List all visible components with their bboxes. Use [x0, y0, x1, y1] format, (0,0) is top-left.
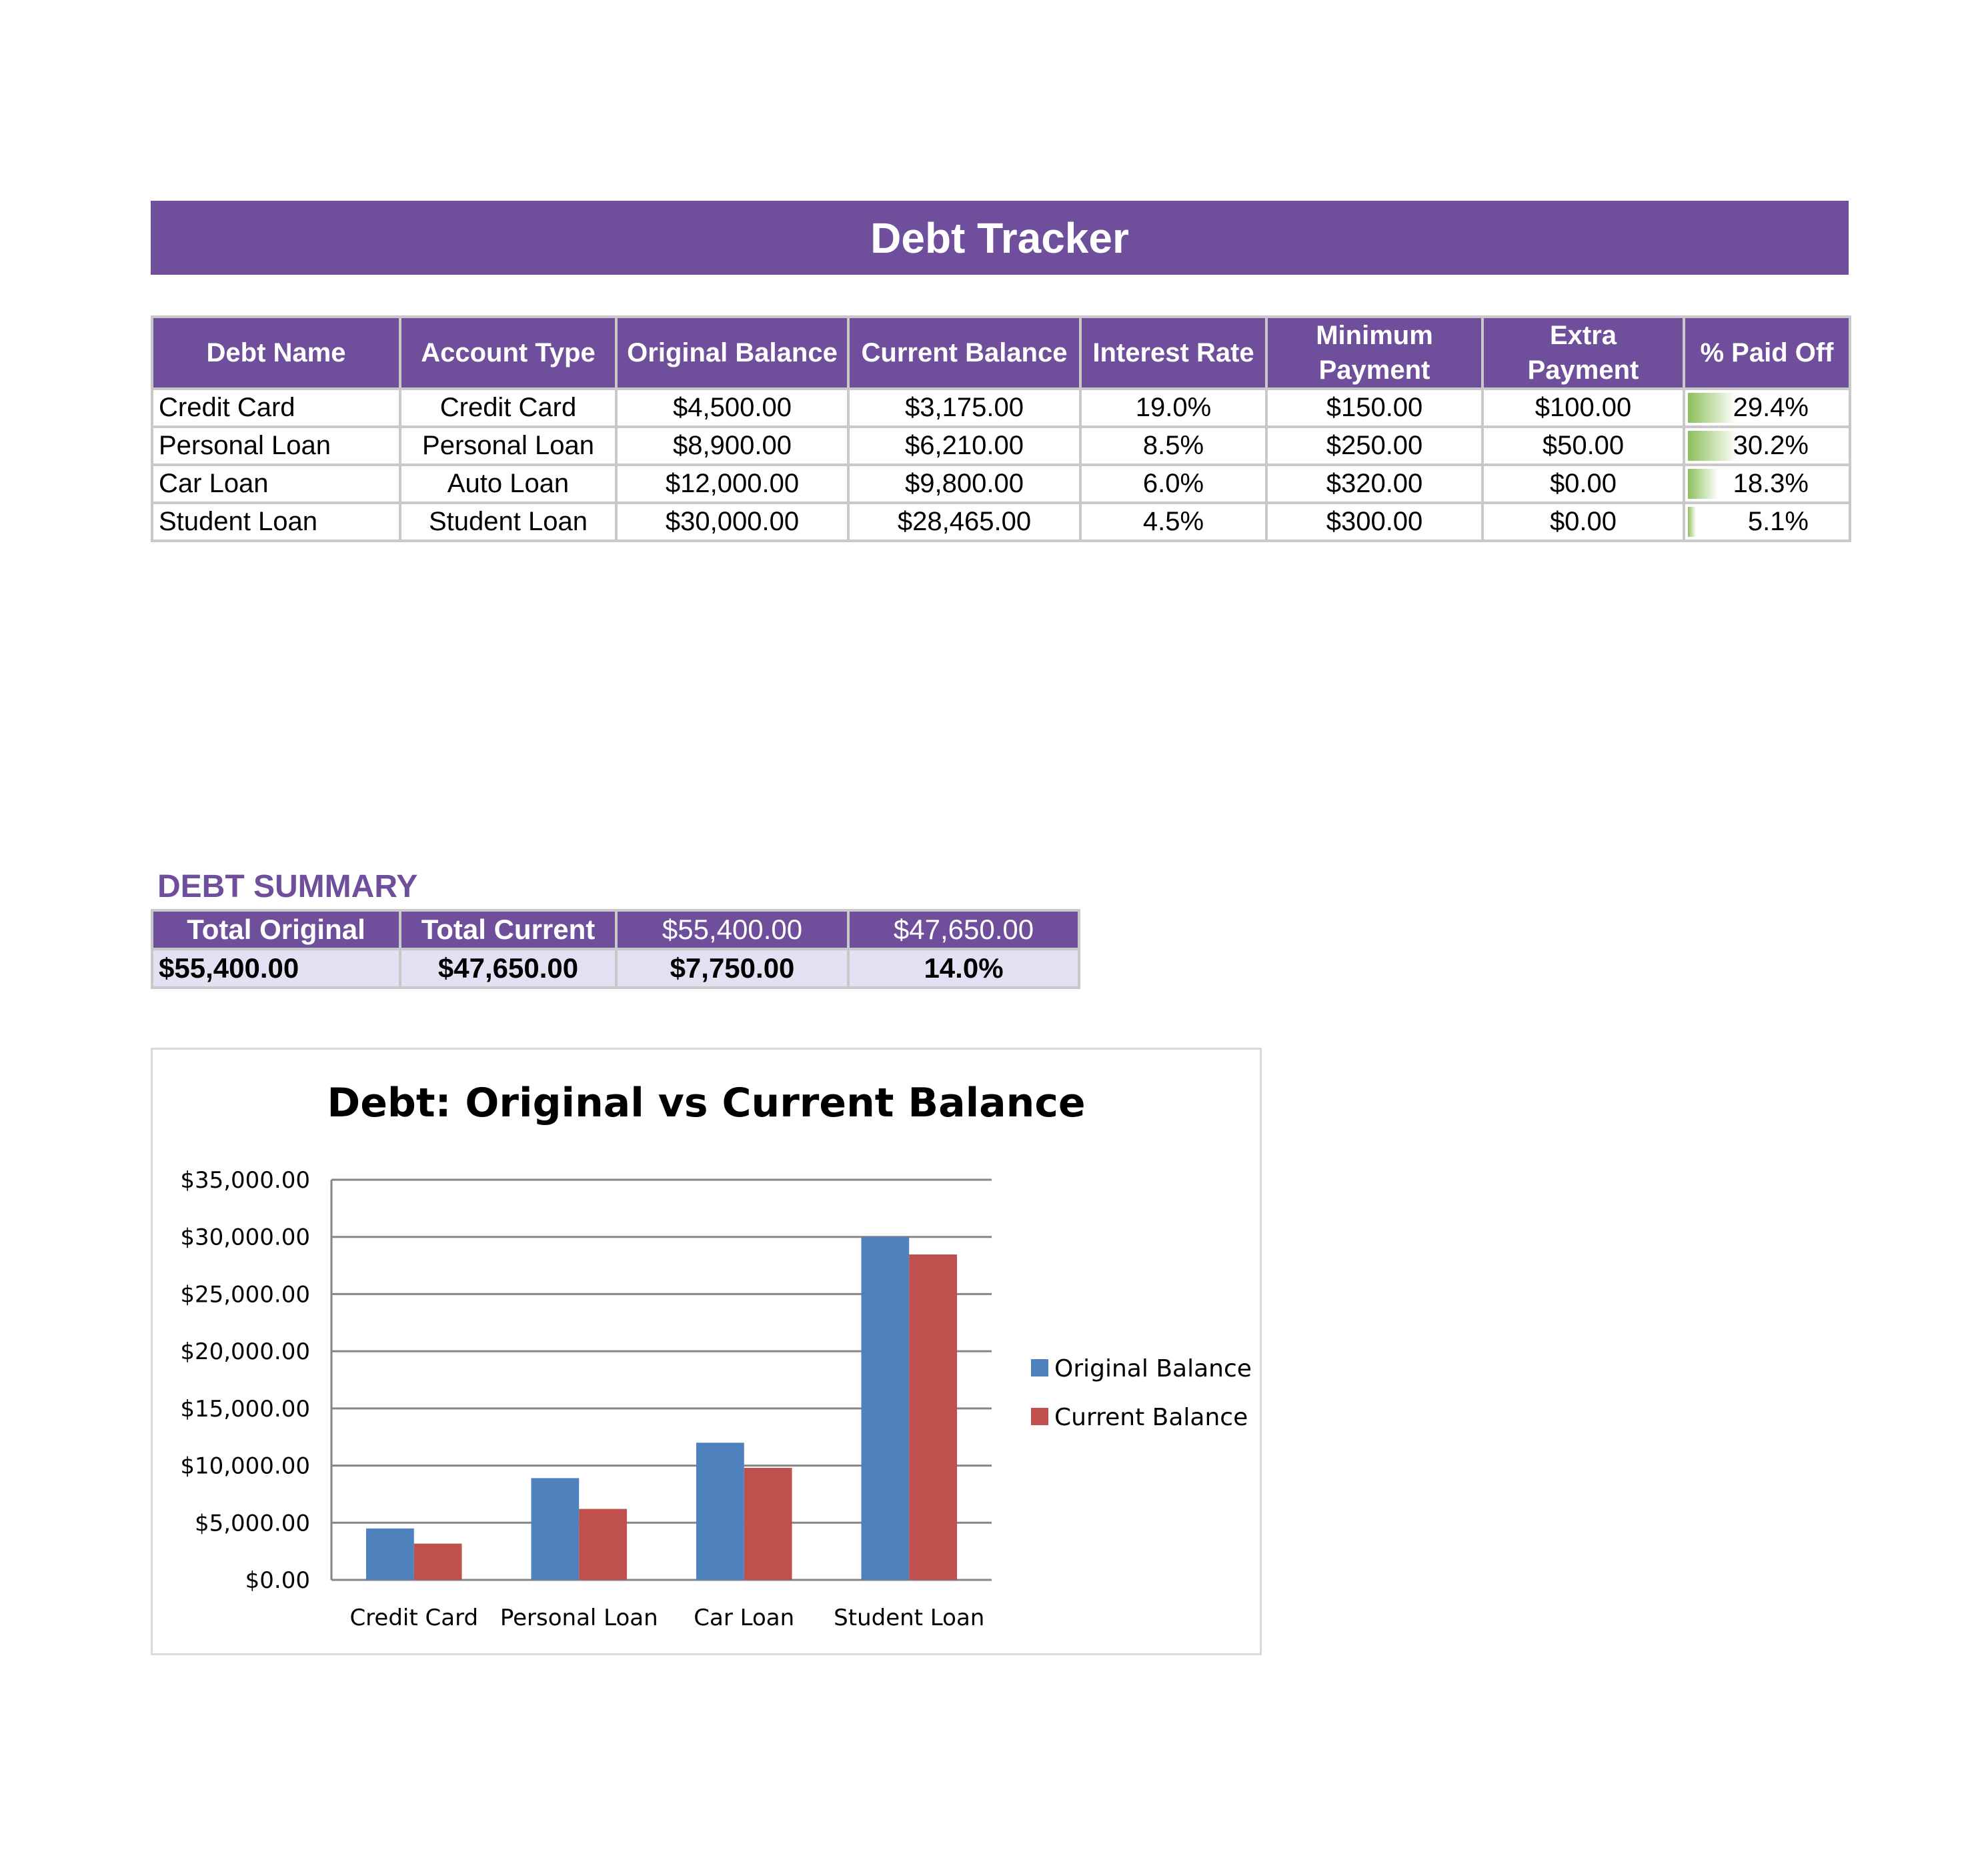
interest-rate-cell[interactable]: 8.5%: [1079, 425, 1268, 466]
paid-off-cell[interactable]: 30.2%: [1683, 425, 1851, 466]
y-tick-label: $25,000.00: [180, 1281, 310, 1308]
table-row: Credit Card Credit Card $4,500.00 $3,175…: [151, 387, 1851, 428]
debt-name-cell[interactable]: Personal Loan: [151, 425, 401, 466]
extra-payment-cell[interactable]: $0.00: [1481, 502, 1685, 542]
bar-current[interactable]: [413, 1543, 462, 1580]
account-type-cell[interactable]: Personal Loan: [399, 425, 618, 466]
column-header[interactable]: Minimum Payment: [1265, 315, 1484, 390]
paid-off-value: 18.3%: [1733, 469, 1809, 498]
y-tick-label: $0.00: [245, 1567, 310, 1594]
minimum-payment-cell[interactable]: $250.00: [1265, 425, 1484, 466]
legend-label: Original Balance: [1054, 1355, 1252, 1382]
table-header-row: Debt Name Account Type Original Balance …: [151, 315, 1851, 390]
debt-table: Debt Name Account Type Original Balance …: [151, 315, 1851, 542]
bar-chart: Debt: Original vs Current Balance $0.00 $…: [180, 1080, 1252, 1631]
minimum-payment-cell[interactable]: $300.00: [1265, 502, 1484, 542]
column-header[interactable]: Extra Payment: [1481, 315, 1685, 390]
current-balance-cell[interactable]: $6,210.00: [847, 425, 1082, 466]
original-balance-cell[interactable]: $4,500.00: [615, 387, 850, 428]
bar-current[interactable]: [579, 1509, 628, 1580]
legend-swatch: [1031, 1408, 1048, 1425]
minimum-payment-cell[interactable]: $150.00: [1265, 387, 1484, 428]
extra-payment-cell[interactable]: $0.00: [1481, 463, 1685, 504]
debt-name-cell[interactable]: Car Loan: [151, 463, 401, 504]
x-tick-label: Personal Loan: [500, 1605, 658, 1631]
y-tick-label: $10,000.00: [180, 1453, 310, 1480]
column-header[interactable]: % Paid Off: [1683, 315, 1851, 390]
legend-swatch: [1031, 1359, 1048, 1376]
minimum-payment-cell[interactable]: $320.00: [1265, 463, 1484, 504]
chart-container[interactable]: Debt: Original vs Current Balance $0.00 $…: [151, 1048, 1262, 1655]
summary-value-row: $55,400.00 $47,650.00 $7,750.00 14.0%: [151, 948, 1080, 989]
bar-original[interactable]: [531, 1478, 580, 1580]
x-tick-label: Car Loan: [694, 1605, 794, 1631]
original-balance-cell[interactable]: $8,900.00: [615, 425, 850, 466]
paid-off-databar: [1688, 431, 1737, 461]
bar-current[interactable]: [744, 1468, 792, 1580]
account-type-cell[interactable]: Auto Loan: [399, 463, 618, 504]
column-header[interactable]: Debt Name: [151, 315, 401, 390]
table-row: Car Loan Auto Loan $12,000.00 $9,800.00 …: [151, 463, 1851, 504]
bar-original[interactable]: [696, 1443, 744, 1580]
total-original-value[interactable]: $55,400.00: [151, 948, 401, 989]
paid-off-cell[interactable]: 18.3%: [1683, 463, 1851, 504]
column-header[interactable]: Current Balance: [847, 315, 1082, 390]
interest-rate-cell[interactable]: 19.0%: [1079, 387, 1268, 428]
summary-header-row: Total Original Total Current $55,400.00 …: [151, 909, 1080, 950]
y-tick-label: $30,000.00: [180, 1224, 310, 1251]
original-balance-cell[interactable]: $12,000.00: [615, 463, 850, 504]
debt-name-cell[interactable]: Credit Card: [151, 387, 401, 428]
account-type-cell[interactable]: Credit Card: [399, 387, 618, 428]
paid-off-databar: [1688, 469, 1718, 499]
bar-current[interactable]: [909, 1254, 958, 1580]
total-paid-value[interactable]: $7,750.00: [615, 948, 850, 989]
summary-header[interactable]: $47,650.00: [847, 909, 1080, 950]
bar-original[interactable]: [365, 1528, 414, 1580]
percent-paid-value[interactable]: 14.0%: [847, 948, 1080, 989]
paid-off-cell[interactable]: 5.1%: [1683, 502, 1851, 542]
y-tick-label: $20,000.00: [180, 1338, 310, 1365]
debt-summary-heading: DEBT SUMMARY: [157, 869, 418, 904]
interest-rate-cell[interactable]: 6.0%: [1079, 463, 1268, 504]
original-balance-cell[interactable]: $30,000.00: [615, 502, 850, 542]
extra-payment-cell[interactable]: $100.00: [1481, 387, 1685, 428]
summary-header[interactable]: Total Original: [151, 909, 401, 950]
paid-off-value: 29.4%: [1733, 393, 1809, 422]
paid-off-cell[interactable]: 29.4%: [1683, 387, 1851, 428]
legend-label: Current Balance: [1054, 1404, 1248, 1431]
table-row: Personal Loan Personal Loan $8,900.00 $6…: [151, 425, 1851, 466]
account-type-cell[interactable]: Student Loan: [399, 502, 618, 542]
total-current-value[interactable]: $47,650.00: [399, 948, 618, 989]
current-balance-cell[interactable]: $9,800.00: [847, 463, 1082, 504]
current-balance-cell[interactable]: $28,465.00: [847, 502, 1082, 542]
paid-off-databar: [1688, 393, 1737, 423]
paid-off-value: 30.2%: [1733, 431, 1809, 460]
column-header[interactable]: Interest Rate: [1079, 315, 1268, 390]
summary-table: Total Original Total Current $55,400.00 …: [151, 909, 1080, 989]
x-tick-label: Student Loan: [834, 1605, 984, 1631]
debt-name-cell[interactable]: Student Loan: [151, 502, 401, 542]
summary-header[interactable]: Total Current: [399, 909, 618, 950]
interest-rate-cell[interactable]: 4.5%: [1079, 502, 1268, 542]
chart-title: Debt: Original vs Current Balance: [327, 1080, 1085, 1126]
column-header[interactable]: Original Balance: [615, 315, 850, 390]
table-row: Student Loan Student Loan $30,000.00 $28…: [151, 502, 1851, 542]
y-tick-label: $35,000.00: [180, 1167, 310, 1194]
current-balance-cell[interactable]: $3,175.00: [847, 387, 1082, 428]
summary-header[interactable]: $55,400.00: [615, 909, 850, 950]
column-header[interactable]: Account Type: [399, 315, 618, 390]
paid-off-databar: [1688, 507, 1697, 537]
x-tick-label: Credit Card: [349, 1605, 478, 1631]
extra-payment-cell[interactable]: $50.00: [1481, 425, 1685, 466]
y-tick-label: $15,000.00: [180, 1396, 310, 1423]
page-title: Debt Tracker: [151, 201, 1849, 275]
y-tick-label: $5,000.00: [195, 1510, 310, 1537]
paid-off-value: 5.1%: [1747, 507, 1809, 536]
bar-original[interactable]: [861, 1236, 910, 1580]
